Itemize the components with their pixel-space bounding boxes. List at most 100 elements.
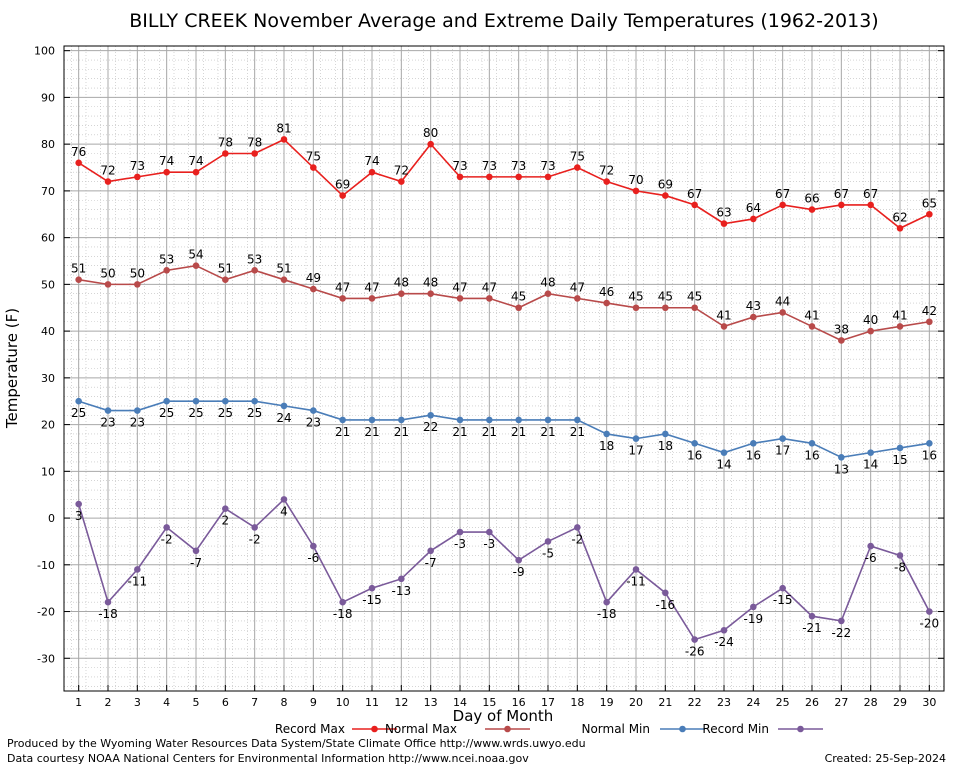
data-point [750, 439, 757, 447]
data-point [104, 407, 112, 414]
data-point [134, 407, 141, 414]
x-tick-label: 18 [570, 696, 584, 709]
data-point [515, 556, 522, 564]
data-point [398, 575, 405, 583]
data-point [310, 285, 317, 293]
data-label: 21 [570, 425, 585, 439]
data-point [750, 603, 757, 611]
data-point [515, 304, 522, 312]
data-point [339, 295, 346, 302]
data-point [779, 435, 786, 442]
data-label: 21 [335, 425, 350, 439]
footer-created: Created: 25-Sep-2024 [825, 752, 946, 765]
data-label: 74 [159, 154, 174, 168]
data-label: 48 [540, 276, 555, 290]
data-label: 72 [599, 164, 614, 178]
data-point [867, 327, 874, 335]
data-label: -3 [483, 537, 495, 551]
data-point [368, 168, 376, 176]
data-label: 23 [100, 416, 115, 430]
data-label: -18 [597, 607, 617, 621]
data-label: -6 [307, 551, 319, 565]
data-point [368, 584, 376, 592]
data-label: 40 [863, 313, 878, 327]
series-line [78, 138, 930, 230]
data-label: 81 [276, 121, 291, 135]
data-point [662, 589, 669, 597]
x-tick-label: 6 [222, 696, 229, 709]
data-label: 74 [188, 154, 203, 168]
data-point [896, 323, 904, 330]
x-tick-label: 22 [688, 696, 702, 709]
data-point [603, 178, 610, 185]
data-point [632, 566, 640, 573]
data-label: 50 [100, 266, 115, 280]
data-point [486, 416, 493, 424]
data-label: -19 [744, 612, 764, 626]
footer-source: Data courtesy NOAA National Centers for … [7, 752, 529, 765]
data-point [720, 626, 728, 634]
data-label: 73 [511, 159, 526, 173]
x-tick-label: 1 [75, 696, 82, 709]
data-point [222, 505, 229, 513]
data-label: 51 [218, 262, 233, 276]
chart-title: BILLY CREEK November Average and Extreme… [129, 10, 878, 32]
data-label: 48 [423, 276, 438, 290]
data-point [398, 178, 405, 185]
x-axis-label: Day of Month [453, 707, 554, 725]
data-label: 25 [159, 406, 174, 420]
data-label: 50 [130, 266, 145, 280]
data-label: 63 [716, 206, 731, 220]
y-tick-label: 80 [41, 138, 55, 151]
data-point [368, 416, 376, 424]
data-point [280, 402, 288, 410]
data-point [456, 295, 464, 302]
data-label: 16 [804, 448, 819, 462]
data-label: 47 [570, 280, 585, 294]
data-label: 45 [511, 290, 526, 304]
data-point [251, 150, 258, 157]
legend-label: Normal Min [581, 722, 650, 736]
data-label: -11 [128, 574, 148, 588]
data-label: 23 [306, 416, 321, 430]
data-label: 41 [804, 308, 819, 322]
x-tick-label: 10 [336, 696, 350, 709]
data-label: 67 [863, 187, 878, 201]
data-label: -11 [626, 574, 646, 588]
data-label: 69 [335, 178, 350, 192]
series-line [78, 264, 930, 342]
y-tick-label: -20 [37, 606, 55, 619]
x-tick-label: 5 [193, 696, 200, 709]
data-point [720, 449, 728, 456]
data-point [662, 430, 669, 438]
data-point [104, 178, 112, 185]
data-point [280, 496, 288, 503]
data-point [838, 337, 845, 344]
data-label: 78 [247, 136, 262, 150]
data-label: 51 [276, 262, 291, 276]
data-label: 43 [746, 299, 761, 313]
legend-swatch-marker [797, 725, 804, 733]
data-label: 73 [540, 159, 555, 173]
x-tick-label: 29 [893, 696, 907, 709]
data-label: -18 [98, 607, 118, 621]
data-label: -2 [249, 532, 261, 546]
data-point [398, 290, 405, 298]
data-point [838, 617, 845, 625]
data-point [486, 528, 493, 536]
data-point [486, 173, 493, 181]
data-point [544, 290, 552, 298]
data-point [896, 224, 904, 232]
x-tick-label: 9 [310, 696, 317, 709]
data-label: 3 [75, 509, 83, 523]
legend-label: Normal Max [385, 722, 457, 736]
data-point [134, 566, 141, 573]
data-label: 45 [658, 290, 673, 304]
data-point [867, 449, 874, 456]
y-axis-label: Temperature (F) [3, 308, 21, 429]
data-label: 51 [71, 262, 86, 276]
data-label: 73 [452, 159, 467, 173]
x-tick-label: 7 [251, 696, 258, 709]
data-label: 47 [452, 280, 467, 294]
